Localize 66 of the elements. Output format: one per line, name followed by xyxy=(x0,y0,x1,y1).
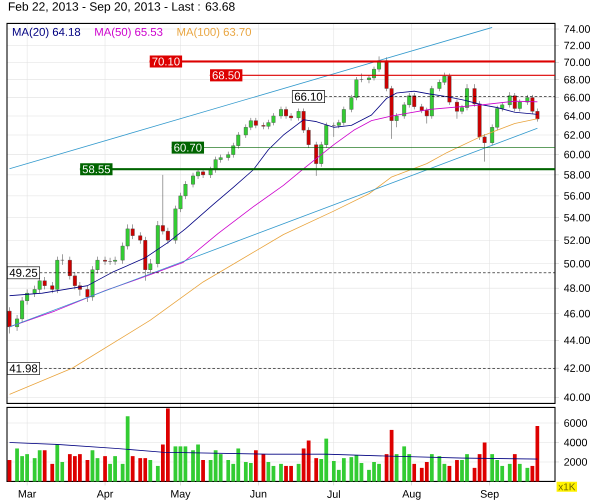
text: MA(50) 65.53 xyxy=(95,27,162,38)
ref-line-label: 41.98 xyxy=(10,364,38,372)
bar xyxy=(314,458,318,482)
y-tick-label: 52.00 xyxy=(564,236,590,244)
candlestick xyxy=(8,306,12,334)
y-tick-label: 2000 xyxy=(564,458,588,466)
y-tick-label: 44.00 xyxy=(564,336,590,344)
bar xyxy=(86,460,90,482)
bar xyxy=(156,466,160,482)
y-tick-label: 68.00 xyxy=(564,76,590,84)
bar xyxy=(50,464,54,482)
y-tick-label: 50.00 xyxy=(564,260,590,268)
y-tick-label: 72.00 xyxy=(564,42,590,50)
y-tick-label: 6000 xyxy=(564,419,588,427)
y-tick-label: 60.00 xyxy=(564,150,590,158)
bar xyxy=(42,450,47,482)
text: MA(20) 64.18 xyxy=(12,27,80,38)
x-tick-label: Jun xyxy=(250,490,266,498)
x-tick-label: Sep xyxy=(480,490,499,500)
y-tick-label: 66.00 xyxy=(564,94,590,102)
bar xyxy=(508,464,512,482)
bar xyxy=(525,468,530,482)
bar xyxy=(8,460,12,482)
bar xyxy=(296,464,300,482)
x-tick-label: Mar xyxy=(18,490,36,498)
y-tick-label: 74.00 xyxy=(564,25,590,33)
y-axis-title: x1K xyxy=(558,483,576,490)
bar xyxy=(412,464,416,482)
bar xyxy=(518,464,522,482)
ref-line-label: 58.55 xyxy=(82,165,110,174)
ref-line-label: 68.50 xyxy=(212,71,240,80)
y-tick-label: 62.00 xyxy=(564,131,590,139)
bar xyxy=(103,456,107,482)
bar xyxy=(512,454,517,482)
line-series xyxy=(9,442,538,460)
bar xyxy=(148,460,152,482)
bar xyxy=(130,456,135,482)
bar xyxy=(279,464,283,482)
candlestick xyxy=(420,104,424,114)
y-tick-label: 58.00 xyxy=(564,170,590,179)
bar xyxy=(455,460,459,482)
x-tick-label: May xyxy=(171,490,191,500)
chart-title: Feb 22, 2013 - Sep 20, 2013 - Last : 63.68 xyxy=(8,2,235,14)
y-tick-label: 42.00 xyxy=(564,364,590,372)
y-tick-label: 54.00 xyxy=(564,214,590,222)
ref-line-label: 49.25 xyxy=(10,268,38,277)
bar xyxy=(394,454,399,482)
y-tick-label: 46.00 xyxy=(564,310,590,318)
ref-line-label: 60.70 xyxy=(174,144,202,152)
y-tick-label: 56.00 xyxy=(564,192,590,200)
candlestick xyxy=(482,134,487,162)
bar xyxy=(262,454,266,482)
y-tick-label: 4000 xyxy=(564,438,588,446)
ref-line-label: 70.10 xyxy=(152,57,180,66)
y-tick-label: 64.00 xyxy=(564,112,590,120)
x-tick-label: Apr xyxy=(96,490,114,500)
text: MA(100) 63.70 xyxy=(177,27,252,38)
y-tick-label: 40.00 xyxy=(564,393,590,401)
y-tick-label: 70.00 xyxy=(564,58,590,66)
ref-line-label: 66.10 xyxy=(294,92,322,101)
bar xyxy=(448,466,452,482)
bar xyxy=(430,454,434,482)
x-tick-label: Aug xyxy=(402,490,421,500)
y-tick-label: 48.00 xyxy=(564,284,590,292)
x-tick-label: Jul xyxy=(327,490,340,498)
bar xyxy=(201,460,205,482)
